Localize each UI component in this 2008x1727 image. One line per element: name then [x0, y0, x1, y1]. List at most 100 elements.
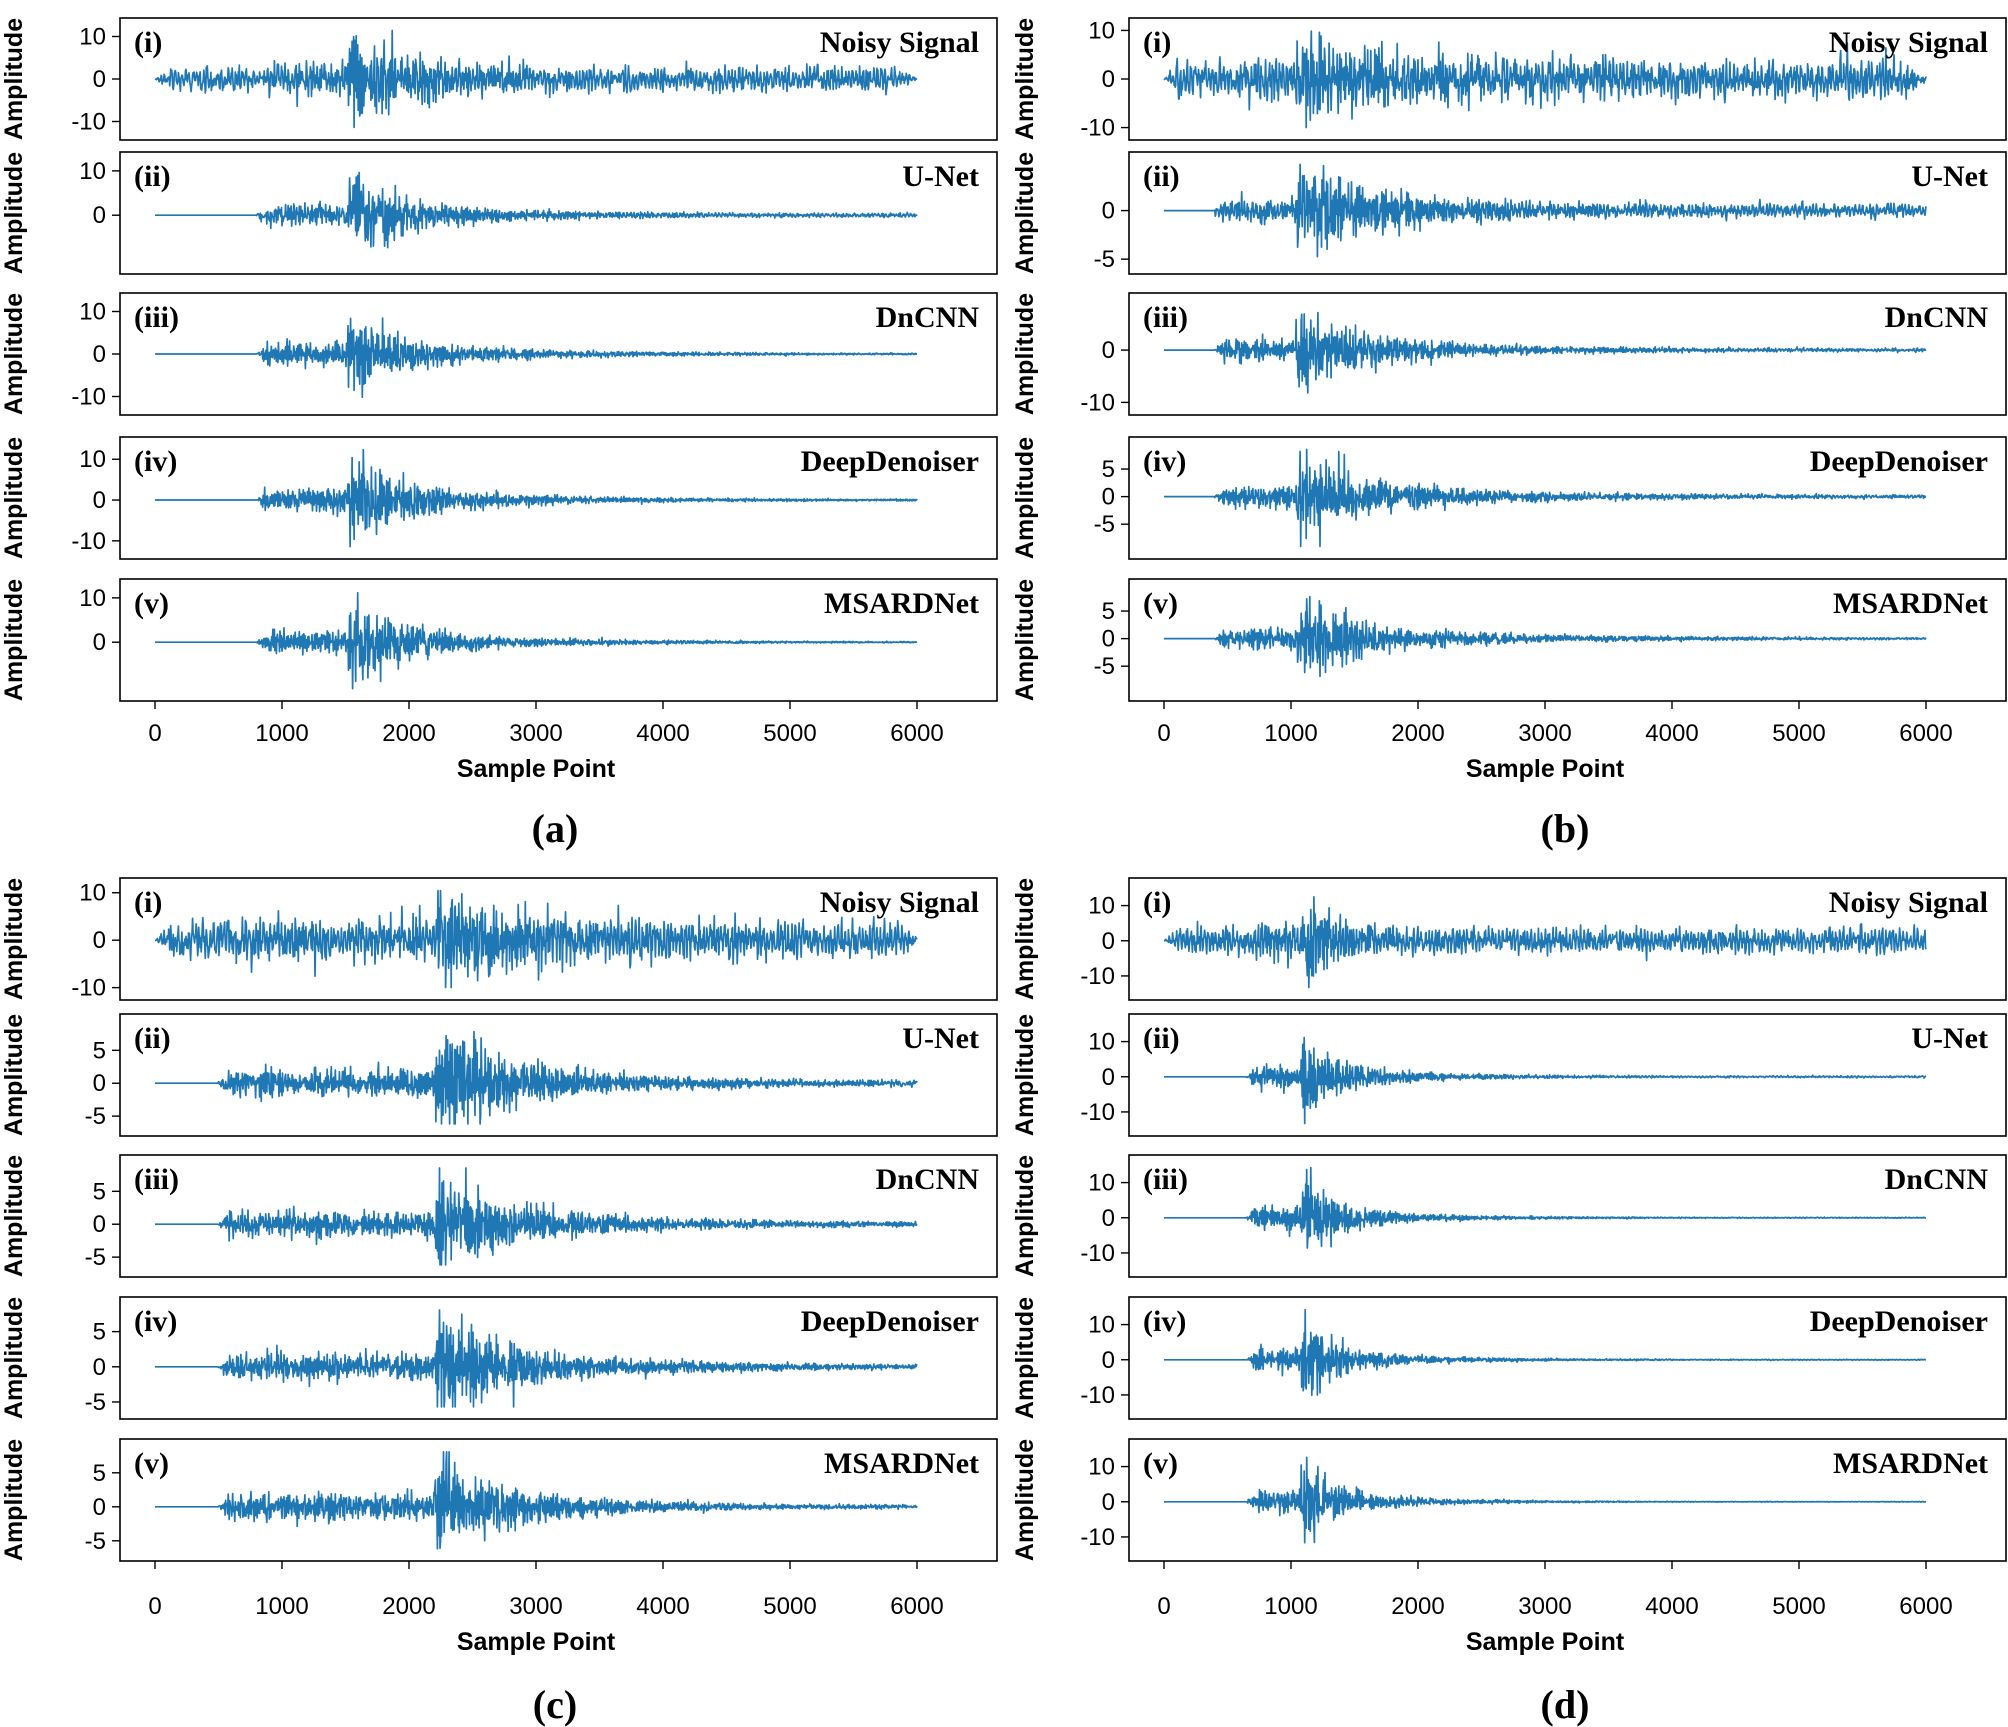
subplot-title: DnCNN	[876, 301, 980, 334]
x-tick-label: 5000	[1772, 1593, 1825, 1620]
panel-letter: (d)	[1541, 1682, 1590, 1727]
waveform-trace	[154, 591, 918, 690]
subplot-5: -5 0 5 0 1000 2000 3000 4000 5000 6000 (v) MSARDNet…	[0, 1438, 998, 1620]
subplot-1: -10 0 10 (i) Noisy Signal Amplitude	[1011, 17, 2007, 142]
subplot-2: -5 0 (ii) U-Net Amplitude	[1011, 151, 2007, 275]
y-tick-label: -10	[1080, 389, 1115, 416]
x-tick-label: 0	[148, 1593, 161, 1620]
waveform-trace	[154, 1309, 918, 1408]
axes-frame	[1128, 151, 2007, 275]
x-tick-label: 6000	[890, 1593, 943, 1620]
subplot-title: DeepDenoiser	[801, 445, 979, 478]
subplot-index-label: (v)	[1143, 1447, 1178, 1480]
axes-frame	[119, 1438, 998, 1562]
y-tick-label: 10	[79, 585, 106, 612]
y-tick-label: 0	[1102, 198, 1115, 225]
y-axis-label: Amplitude	[0, 152, 28, 274]
subplot-title: U-Net	[902, 1022, 979, 1055]
panel-c: -10 0 10 (i) Noisy Signal Amplitude -5 0 5 (ii) U-…	[0, 877, 998, 1727]
y-tick-label: 5	[93, 1319, 106, 1346]
x-tick-label: 5000	[1772, 720, 1825, 747]
axes-frame	[1128, 436, 2007, 560]
y-axis-label: Amplitude	[0, 878, 28, 1000]
subplot-3: -10 0 (iii) DnCNN Amplitude	[1011, 292, 2007, 416]
y-tick-label: -10	[71, 109, 106, 136]
y-tick-label: -10	[1080, 1240, 1115, 1267]
waveform-trace	[1163, 1308, 1927, 1397]
y-tick-label: -10	[71, 975, 106, 1002]
subplot-title: DeepDenoiser	[1810, 1305, 1988, 1338]
y-tick-label: 0	[1102, 1489, 1115, 1516]
subplot-4: -10 0 10 (iv) DeepDenoiser Amplitude	[0, 436, 998, 560]
y-tick-label: -10	[1080, 1382, 1115, 1409]
x-axis-label: Sample Point	[1466, 755, 1625, 783]
subplot-index-label: (ii)	[1143, 160, 1180, 193]
subplot-index-label: (ii)	[134, 160, 171, 193]
subplot-index-label: (iii)	[1143, 1163, 1188, 1196]
waveform-trace	[1163, 1036, 1927, 1125]
subplot-index-label: (i)	[1143, 886, 1171, 919]
x-axis-label: Sample Point	[457, 755, 616, 783]
y-tick-label: 10	[1088, 1454, 1115, 1481]
x-tick-label: 6000	[1899, 1593, 1952, 1620]
y-tick-label: 5	[1102, 456, 1115, 483]
subplot-index-label: (v)	[134, 1447, 169, 1480]
axes-frame	[1128, 1154, 2007, 1278]
x-tick-label: 3000	[509, 720, 562, 747]
y-axis-label: Amplitude	[0, 1014, 28, 1136]
y-tick-label: 0	[1102, 1347, 1115, 1374]
subplot-3: -10 0 10 (iii) DnCNN Amplitude	[1011, 1154, 2007, 1278]
panel-letter: (a)	[532, 806, 579, 851]
axes-frame	[119, 436, 998, 560]
y-axis-label: Amplitude	[1011, 1014, 1039, 1136]
subplot-2: -5 0 5 (ii) U-Net Amplitude	[0, 1013, 998, 1137]
waveform-trace	[1163, 448, 1927, 548]
y-tick-label: 0	[93, 66, 106, 93]
waveform-trace	[154, 448, 918, 548]
waveform-trace	[1163, 1166, 1927, 1249]
x-tick-label: 2000	[1391, 720, 1444, 747]
subplot-index-label: (iii)	[134, 1163, 179, 1196]
axes-frame	[1128, 292, 2007, 416]
y-axis-label: Amplitude	[1011, 437, 1039, 559]
y-tick-label: -10	[71, 528, 106, 555]
subplot-title: MSARDNet	[824, 1447, 979, 1480]
x-tick-label: 2000	[1391, 1593, 1444, 1620]
subplot-index-label: (iii)	[134, 301, 179, 334]
axes-frame	[119, 1296, 998, 1420]
x-tick-label: 0	[1157, 1593, 1170, 1620]
waveform-trace	[154, 171, 918, 249]
panel-letter: (b)	[1541, 806, 1590, 851]
x-tick-label: 3000	[1518, 1593, 1571, 1620]
y-tick-label: 5	[93, 1460, 106, 1487]
waveform-trace	[154, 1451, 918, 1550]
subplot-index-label: (iv)	[1143, 445, 1186, 478]
y-axis-label: Amplitude	[0, 1155, 28, 1277]
x-tick-label: 3000	[509, 1593, 562, 1620]
waveform-trace	[1163, 311, 1927, 394]
subplot-title: U-Net	[902, 160, 979, 193]
y-tick-label: 0	[93, 629, 106, 656]
y-tick-label: 10	[1088, 1029, 1115, 1056]
y-tick-label: 5	[93, 1037, 106, 1064]
subplot-2: -10 0 10 (ii) U-Net Amplitude	[1011, 1013, 2007, 1137]
y-tick-label: 0	[93, 1070, 106, 1097]
y-tick-label: 0	[1102, 1205, 1115, 1232]
axes-frame	[119, 1154, 998, 1278]
x-tick-label: 6000	[890, 720, 943, 747]
y-tick-label: -5	[1094, 653, 1115, 680]
subplot-index-label: (v)	[1143, 587, 1178, 620]
panel-a: -10 0 10 (i) Noisy Signal Amplitude 0 10 (ii) U-N…	[0, 17, 998, 851]
y-tick-label: -5	[1094, 246, 1115, 273]
y-axis-label: Amplitude	[1011, 1297, 1039, 1419]
y-tick-label: 10	[79, 24, 106, 51]
waveform-trace	[1163, 895, 1927, 989]
x-tick-label: 5000	[763, 1593, 816, 1620]
subplot-index-label: (iv)	[134, 1305, 177, 1338]
x-tick-label: 0	[148, 720, 161, 747]
subplot-title: MSARDNet	[1833, 587, 1988, 620]
